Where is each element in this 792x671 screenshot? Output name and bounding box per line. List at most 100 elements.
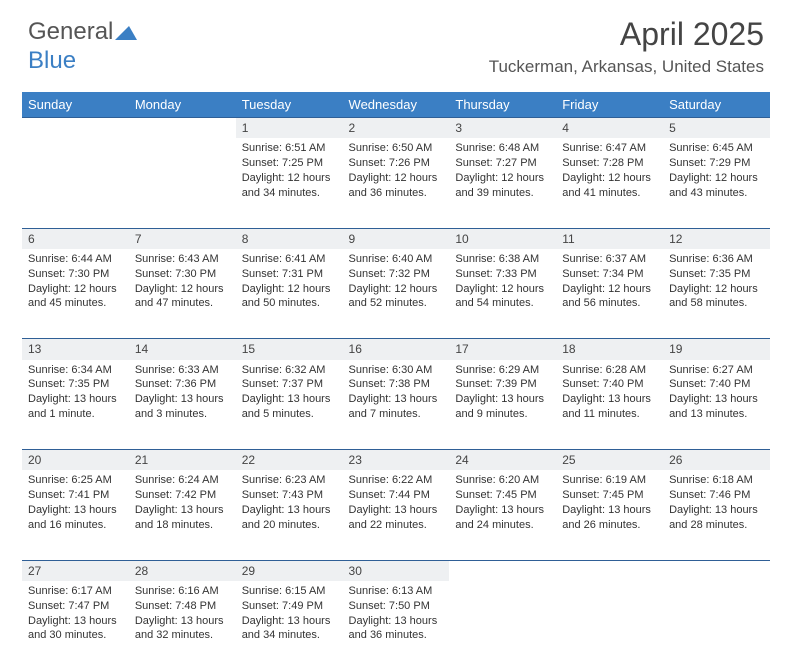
day-cell: Sunrise: 6:47 AMSunset: 7:28 PMDaylight:… xyxy=(556,138,663,228)
day-line: Sunset: 7:40 PM xyxy=(562,377,657,392)
day-number: 11 xyxy=(556,228,663,249)
day-line: Daylight: 13 hours and 3 minutes. xyxy=(135,392,230,422)
day-cell: Sunrise: 6:41 AMSunset: 7:31 PMDaylight:… xyxy=(236,249,343,339)
day-line: Sunset: 7:35 PM xyxy=(669,267,764,282)
day-line: Daylight: 13 hours and 24 minutes. xyxy=(455,503,550,533)
day-line: Sunset: 7:30 PM xyxy=(135,267,230,282)
day-line: Daylight: 12 hours and 47 minutes. xyxy=(135,282,230,312)
day-cell: Sunrise: 6:15 AMSunset: 7:49 PMDaylight:… xyxy=(236,581,343,671)
day-line: Daylight: 12 hours and 54 minutes. xyxy=(455,282,550,312)
daynum-row: 13141516171819 xyxy=(22,339,770,360)
day-cell: Sunrise: 6:23 AMSunset: 7:43 PMDaylight:… xyxy=(236,470,343,560)
day-line: Sunrise: 6:27 AM xyxy=(669,363,764,378)
day-line: Sunset: 7:27 PM xyxy=(455,156,550,171)
brand-logo: General Blue xyxy=(28,18,137,75)
day-line: Daylight: 13 hours and 11 minutes. xyxy=(562,392,657,422)
day-line: Daylight: 12 hours and 43 minutes. xyxy=(669,171,764,201)
day-line: Sunset: 7:33 PM xyxy=(455,267,550,282)
day-number: 17 xyxy=(449,339,556,360)
day-cell xyxy=(129,138,236,228)
day-line: Sunrise: 6:37 AM xyxy=(562,252,657,267)
day-line: Sunrise: 6:19 AM xyxy=(562,473,657,488)
day-line: Sunset: 7:37 PM xyxy=(242,377,337,392)
day-cell: Sunrise: 6:45 AMSunset: 7:29 PMDaylight:… xyxy=(663,138,770,228)
day-number: 25 xyxy=(556,450,663,471)
day-number: 10 xyxy=(449,228,556,249)
day-number: 18 xyxy=(556,339,663,360)
day-number: 1 xyxy=(236,118,343,139)
day-number: 19 xyxy=(663,339,770,360)
day-cell: Sunrise: 6:24 AMSunset: 7:42 PMDaylight:… xyxy=(129,470,236,560)
day-cell: Sunrise: 6:51 AMSunset: 7:25 PMDaylight:… xyxy=(236,138,343,228)
day-line: Sunrise: 6:16 AM xyxy=(135,584,230,599)
day-line: Daylight: 12 hours and 34 minutes. xyxy=(242,171,337,201)
day-cell: Sunrise: 6:18 AMSunset: 7:46 PMDaylight:… xyxy=(663,470,770,560)
day-number: 29 xyxy=(236,560,343,581)
day-line: Daylight: 13 hours and 30 minutes. xyxy=(28,614,123,644)
day-cell: Sunrise: 6:28 AMSunset: 7:40 PMDaylight:… xyxy=(556,360,663,450)
weekday-header: Wednesday xyxy=(343,92,450,118)
day-line: Daylight: 13 hours and 32 minutes. xyxy=(135,614,230,644)
day-line: Sunset: 7:32 PM xyxy=(349,267,444,282)
day-number: 27 xyxy=(22,560,129,581)
weekday-header: Saturday xyxy=(663,92,770,118)
day-number: 8 xyxy=(236,228,343,249)
day-line: Sunrise: 6:20 AM xyxy=(455,473,550,488)
day-cell: Sunrise: 6:32 AMSunset: 7:37 PMDaylight:… xyxy=(236,360,343,450)
day-line: Daylight: 12 hours and 39 minutes. xyxy=(455,171,550,201)
brand-part1: General xyxy=(28,18,113,45)
day-number: 9 xyxy=(343,228,450,249)
day-number: 28 xyxy=(129,560,236,581)
day-cell: Sunrise: 6:50 AMSunset: 7:26 PMDaylight:… xyxy=(343,138,450,228)
day-number xyxy=(129,118,236,139)
calendar-table: Sunday Monday Tuesday Wednesday Thursday… xyxy=(22,92,770,671)
day-line: Sunrise: 6:13 AM xyxy=(349,584,444,599)
day-line: Daylight: 13 hours and 36 minutes. xyxy=(349,614,444,644)
day-line: Sunset: 7:39 PM xyxy=(455,377,550,392)
day-cell: Sunrise: 6:30 AMSunset: 7:38 PMDaylight:… xyxy=(343,360,450,450)
day-line: Daylight: 12 hours and 58 minutes. xyxy=(669,282,764,312)
day-number: 3 xyxy=(449,118,556,139)
day-line: Daylight: 12 hours and 50 minutes. xyxy=(242,282,337,312)
day-number: 22 xyxy=(236,450,343,471)
day-number: 13 xyxy=(22,339,129,360)
day-line: Sunset: 7:34 PM xyxy=(562,267,657,282)
day-number: 7 xyxy=(129,228,236,249)
day-line: Sunrise: 6:30 AM xyxy=(349,363,444,378)
day-line: Daylight: 13 hours and 5 minutes. xyxy=(242,392,337,422)
day-line: Sunset: 7:46 PM xyxy=(669,488,764,503)
day-line: Sunrise: 6:32 AM xyxy=(242,363,337,378)
weekday-header-row: Sunday Monday Tuesday Wednesday Thursday… xyxy=(22,92,770,118)
weekday-header: Friday xyxy=(556,92,663,118)
day-line: Sunset: 7:40 PM xyxy=(669,377,764,392)
day-cell: Sunrise: 6:16 AMSunset: 7:48 PMDaylight:… xyxy=(129,581,236,671)
day-line: Sunset: 7:35 PM xyxy=(28,377,123,392)
day-line: Daylight: 13 hours and 22 minutes. xyxy=(349,503,444,533)
daynum-row: 6789101112 xyxy=(22,228,770,249)
page-title: April 2025 xyxy=(489,16,764,53)
day-line: Daylight: 13 hours and 13 minutes. xyxy=(669,392,764,422)
day-cell: Sunrise: 6:36 AMSunset: 7:35 PMDaylight:… xyxy=(663,249,770,339)
day-line: Sunset: 7:44 PM xyxy=(349,488,444,503)
day-cell xyxy=(556,581,663,671)
day-line: Sunrise: 6:38 AM xyxy=(455,252,550,267)
day-line: Daylight: 12 hours and 36 minutes. xyxy=(349,171,444,201)
day-cell xyxy=(22,138,129,228)
day-line: Sunrise: 6:48 AM xyxy=(455,141,550,156)
day-line: Daylight: 13 hours and 7 minutes. xyxy=(349,392,444,422)
day-line: Daylight: 13 hours and 26 minutes. xyxy=(562,503,657,533)
day-line: Sunset: 7:25 PM xyxy=(242,156,337,171)
day-cell: Sunrise: 6:48 AMSunset: 7:27 PMDaylight:… xyxy=(449,138,556,228)
day-cell: Sunrise: 6:13 AMSunset: 7:50 PMDaylight:… xyxy=(343,581,450,671)
day-line: Daylight: 13 hours and 28 minutes. xyxy=(669,503,764,533)
day-line: Sunrise: 6:18 AM xyxy=(669,473,764,488)
day-line: Sunrise: 6:47 AM xyxy=(562,141,657,156)
day-cell xyxy=(449,581,556,671)
brand-triangle-icon xyxy=(115,19,137,47)
day-line: Sunset: 7:45 PM xyxy=(562,488,657,503)
day-line: Sunset: 7:42 PM xyxy=(135,488,230,503)
day-number: 26 xyxy=(663,450,770,471)
day-line: Sunset: 7:41 PM xyxy=(28,488,123,503)
day-number xyxy=(22,118,129,139)
day-line: Sunrise: 6:33 AM xyxy=(135,363,230,378)
